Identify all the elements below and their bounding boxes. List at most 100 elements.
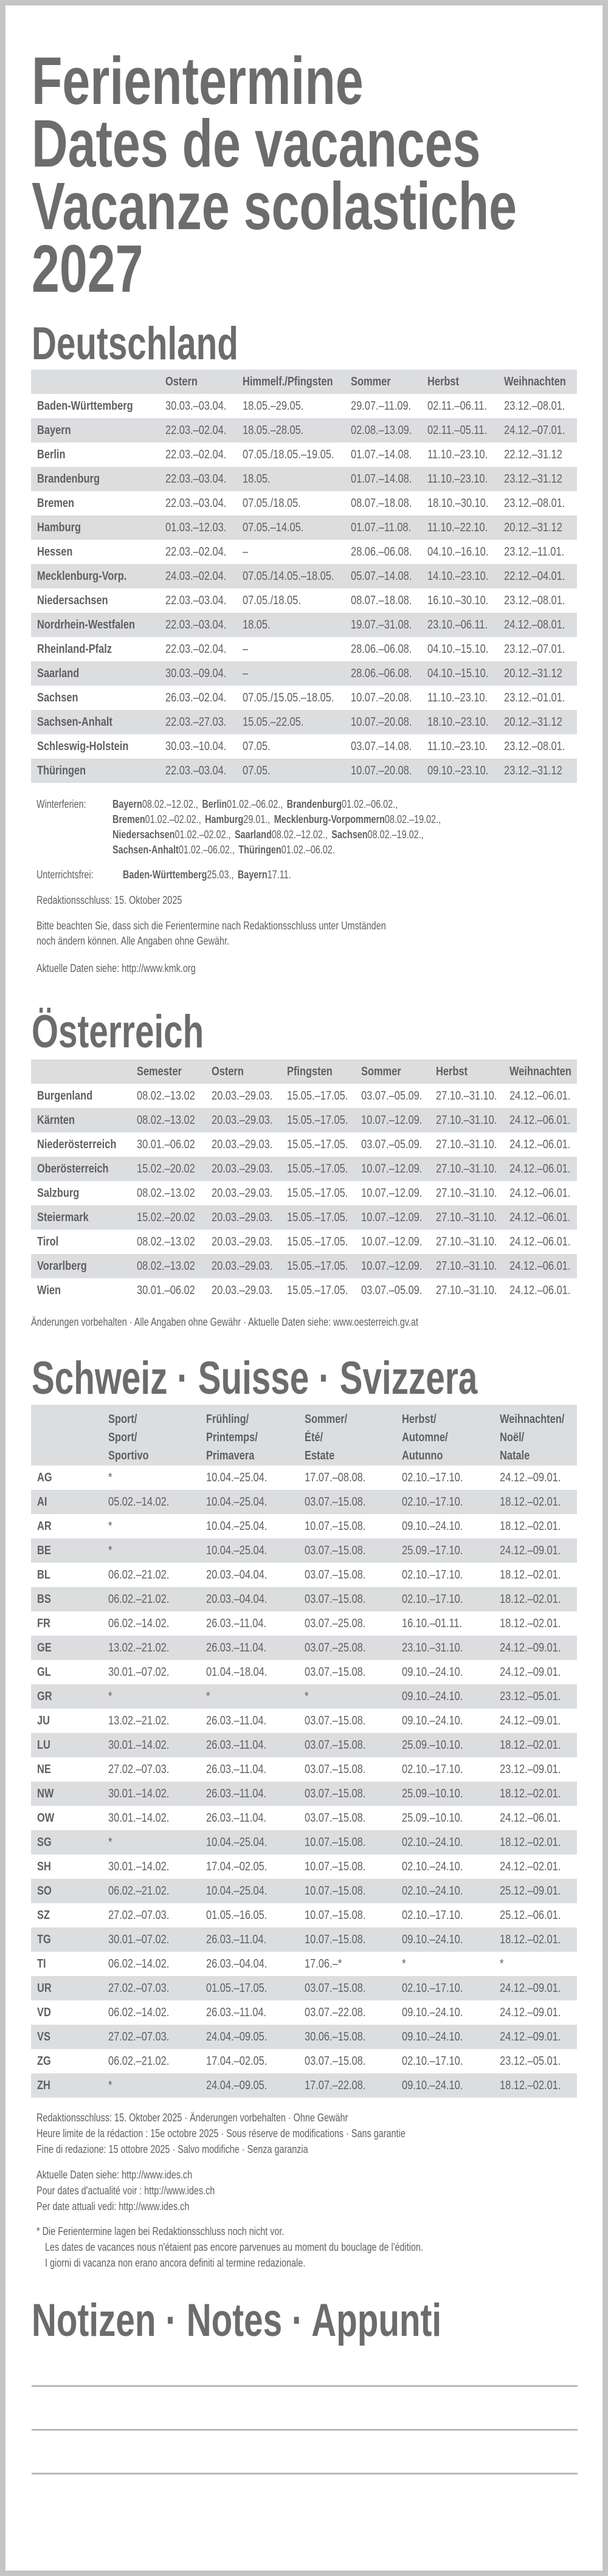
date-range: 22.03.–03.04.	[165, 472, 227, 486]
date-range: 22.12.–04.01.	[504, 570, 565, 583]
column-header: Sportivo	[108, 1449, 149, 1462]
table-row: Vorarlberg 08.02.–13.02 20.03.–29.03. 15.05…	[31, 1254, 577, 1278]
date-range: 17.06.–*	[305, 1957, 342, 1971]
date-range: 27.10.–31.10.	[436, 1138, 497, 1151]
date-range: 30.01.–14.02.	[108, 1811, 170, 1825]
date-range: 24.12.–06.01.	[510, 1235, 571, 1248]
date-range: 20.03.–29.03.	[212, 1284, 273, 1297]
date-range: 03.07.–15.08.	[305, 1544, 366, 1557]
table-row: AR * 10.04.–25.04. 10.07.–15.08. 09.10.–24.1…	[31, 1514, 577, 1538]
date-range: 15.05.–17.05.	[287, 1284, 348, 1297]
date-range: 26.03.–11.04.	[206, 1933, 267, 1946]
date-range: 03.07.–15.08.	[305, 1665, 366, 1679]
date-range: 02.08.–13.09.	[351, 424, 412, 437]
date-range: 23.12.–05.01.	[500, 1690, 561, 1703]
section-heading-oesterreich: Österreich	[32, 1006, 204, 1058]
region-name: Baden-Württemberg	[37, 399, 133, 413]
date-range: 24.12.–07.01.	[504, 424, 565, 437]
date-range: 06.02.–21.02.	[108, 1568, 170, 1582]
date-range: 24.12.–09.01.	[500, 1471, 561, 1484]
date-range: 15.05.–22.05.	[243, 715, 304, 729]
date-range: 01.02.–06.02.,	[227, 798, 283, 810]
table-row: ZG 06.02.–21.02. 17.04.–02.05. 03.07.–15.08…	[31, 2049, 577, 2073]
date-range: 22.03.–02.04.	[165, 448, 227, 461]
date-range: 30.06.–15.08.	[305, 2030, 366, 2044]
table-row: GL 30.01.–07.02. 01.04.–18.04. 03.07.–15.08…	[31, 1660, 577, 1684]
redaktion-line: Heure limite de la rédaction : 15e octob…	[36, 2127, 406, 2140]
date-range: 20.03.–29.03.	[212, 1259, 273, 1273]
column-header: Weihnachten/	[500, 1413, 565, 1426]
date-range: 02.10.–17.10.	[402, 2054, 463, 2068]
column-header: Sport/	[108, 1431, 137, 1444]
date-range: 24.03.–02.04.	[165, 570, 227, 583]
region-name: AI	[37, 1495, 47, 1509]
date-range: 20.03.–29.03.	[212, 1211, 273, 1224]
date-range: 03.07.–22.08.	[305, 2006, 366, 2019]
region-name: Mecklenburg-Vorp.	[37, 570, 127, 583]
date-range: 18.12.–02.01.	[500, 1593, 561, 1606]
date-range: 20.12.–31.12	[504, 667, 562, 680]
date-range: 10.07.–15.08.	[305, 1860, 366, 1873]
table-row: VS 27.02.–07.03. 24.04.–09.05. 30.06.–15.08…	[31, 2025, 577, 2049]
date-range: 18.12.–02.01.	[500, 1617, 561, 1630]
date-range: 03.07.–15.08.	[305, 2054, 366, 2068]
date-range: 23.12.–09.01.	[500, 1763, 561, 1776]
date-range: 26.03.–11.04.	[206, 1617, 267, 1630]
table-row: GR * * * 09.10.–24.10. 23.12.–05.01.	[31, 1684, 577, 1709]
region-name: AG	[37, 1471, 52, 1484]
table-row: Brandenburg 22.03.–03.04. 18.05. 01.07.–14.…	[31, 467, 577, 491]
region-name: LU	[37, 1738, 50, 1752]
date-range: 27.02.–07.03.	[108, 1763, 170, 1776]
date-range: 27.02.–07.03.	[108, 1982, 170, 1995]
table-row: JU 13.02.–21.02. 26.03.–11.04. 03.07.–15.08…	[31, 1709, 577, 1733]
date-range: *	[108, 1836, 112, 1849]
region-name: OW	[37, 1811, 55, 1825]
date-range: 09.10.–24.10.	[402, 1520, 463, 1533]
date-range: 20.03.–29.03.	[212, 1089, 273, 1103]
date-range: 18.12.–02.01.	[500, 1520, 561, 1533]
date-range: 22.03.–02.04.	[165, 642, 227, 656]
date-range: 15.05.–17.05.	[287, 1162, 348, 1176]
date-range: 15.05.–17.05.	[287, 1259, 348, 1273]
date-range: 24.12.–06.01.	[510, 1186, 571, 1200]
table-row: Sachsen 26.03.–02.04. 07.05./15.05.–18.05.…	[31, 686, 577, 710]
date-range: 08.02.–13.02	[137, 1089, 195, 1103]
date-range: 18.12.–02.01.	[500, 1787, 561, 1800]
state-name: Bremen	[112, 813, 145, 825]
region-name: Sachsen-Anhalt	[37, 715, 112, 729]
date-range: 18.10.–30.10.	[427, 497, 489, 510]
region-name: JU	[37, 1714, 50, 1727]
region-name: TI	[37, 1957, 46, 1971]
region-name: FR	[37, 1617, 50, 1630]
date-range: 06.02.–14.02.	[108, 1617, 170, 1630]
table-row: Berlin 22.03.–02.04. 07.05./18.05.–19.05. 0…	[31, 443, 577, 467]
date-range: 06.02.–14.02.	[108, 2006, 170, 2019]
table-row: SZ 27.02.–07.03. 01.05.–16.05. 10.07.–15.08…	[31, 1903, 577, 1927]
state-name: Sachsen	[331, 828, 368, 841]
date-range: 03.07.–25.08.	[305, 1617, 366, 1630]
date-range: 20.12.–31.12	[504, 715, 562, 729]
date-range: 30.01.–07.02.	[108, 1933, 170, 1946]
column-header: Herbst	[427, 375, 459, 388]
date-range: 27.02.–07.03.	[108, 2030, 170, 2044]
date-range: 09.10.–24.10.	[402, 1933, 463, 1946]
date-range: 03.07.–15.08.	[305, 1495, 366, 1509]
date-range: 15.05.–17.05.	[287, 1186, 348, 1200]
date-range: 02.10.–17.10.	[402, 1495, 463, 1509]
date-range: 08.02.–13.02	[137, 1235, 195, 1248]
region-name: Bayern	[37, 424, 71, 437]
date-range: 30.01.–06.02	[137, 1138, 195, 1151]
table-row: NE 27.02.–07.03. 26.03.–11.04. 03.07.–15.08…	[31, 1757, 577, 1782]
date-range: 25.09.–10.10.	[402, 1811, 463, 1825]
date-range: 09.10.–24.10.	[402, 2006, 463, 2019]
region-name: Vorarlberg	[37, 1259, 87, 1273]
state-name: Hamburg	[205, 813, 244, 825]
footnote-line: Les dates de vacances nous n'étaient pas…	[45, 2241, 423, 2253]
date-range: 17.07.–22.08.	[305, 2079, 366, 2092]
date-range: 13.02.–21.02.	[108, 1641, 170, 1655]
region-name: BL	[37, 1568, 50, 1582]
date-range: 01.03.–12.03.	[165, 521, 227, 534]
column-header: Herbst/	[402, 1413, 437, 1426]
date-range: 24.12.–02.01.	[500, 1860, 561, 1873]
section-heading-deutschland: Deutschland	[32, 318, 238, 370]
